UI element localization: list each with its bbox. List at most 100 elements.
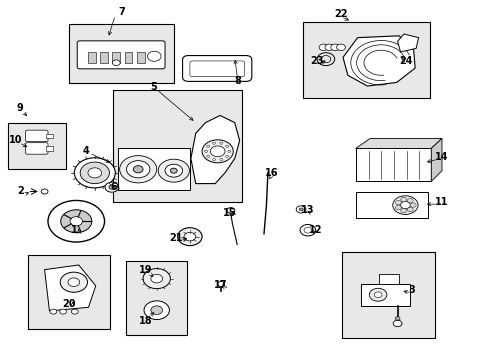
Text: 3: 3	[407, 285, 414, 296]
Bar	[100, 52, 108, 63]
Text: 2: 2	[17, 186, 23, 197]
Circle shape	[164, 164, 182, 177]
Circle shape	[183, 232, 195, 241]
Text: 9: 9	[17, 103, 23, 113]
Bar	[303, 22, 429, 98]
Bar	[137, 52, 144, 63]
Text: 22: 22	[334, 9, 347, 19]
Circle shape	[330, 44, 339, 50]
Circle shape	[325, 44, 333, 50]
Circle shape	[147, 51, 161, 61]
Circle shape	[170, 168, 177, 173]
Circle shape	[392, 320, 401, 327]
Bar	[118, 148, 189, 190]
Circle shape	[50, 309, 57, 314]
Circle shape	[151, 306, 162, 315]
Circle shape	[158, 159, 189, 182]
Polygon shape	[430, 138, 441, 181]
Bar	[378, 274, 398, 284]
Text: 18: 18	[139, 316, 153, 325]
Circle shape	[112, 60, 120, 66]
Text: 21: 21	[169, 233, 183, 243]
Text: 7: 7	[118, 7, 125, 17]
Text: 1: 1	[71, 225, 78, 235]
Circle shape	[400, 208, 406, 213]
FancyBboxPatch shape	[25, 143, 48, 154]
Polygon shape	[397, 34, 418, 52]
Circle shape	[41, 189, 48, 194]
Text: 8: 8	[234, 76, 241, 86]
Circle shape	[80, 162, 109, 184]
Circle shape	[299, 208, 303, 211]
Circle shape	[392, 196, 417, 215]
Circle shape	[400, 202, 409, 209]
Circle shape	[395, 201, 401, 205]
Polygon shape	[342, 36, 414, 86]
Bar	[88, 52, 96, 63]
Text: 20: 20	[62, 299, 76, 309]
Circle shape	[60, 309, 66, 314]
Circle shape	[68, 278, 80, 287]
Circle shape	[74, 158, 115, 188]
Text: 4: 4	[82, 145, 89, 156]
Circle shape	[368, 288, 386, 301]
Bar	[27, 255, 110, 329]
Circle shape	[61, 210, 92, 233]
Text: 14: 14	[434, 152, 448, 162]
Circle shape	[177, 228, 202, 246]
Circle shape	[336, 44, 345, 50]
Text: 10: 10	[9, 135, 22, 145]
Circle shape	[210, 146, 224, 157]
Bar	[355, 192, 427, 218]
Bar	[8, 123, 66, 169]
Text: 19: 19	[139, 265, 152, 275]
Bar	[112, 52, 120, 63]
Circle shape	[105, 182, 119, 192]
Text: 23: 23	[309, 56, 323, 66]
Polygon shape	[44, 265, 96, 311]
Bar	[341, 252, 434, 338]
Circle shape	[70, 217, 82, 226]
Circle shape	[109, 185, 115, 189]
Circle shape	[373, 292, 381, 298]
Text: 24: 24	[399, 56, 412, 66]
Circle shape	[126, 161, 150, 178]
Circle shape	[88, 168, 102, 178]
Bar	[113, 90, 242, 202]
Text: 12: 12	[308, 225, 321, 235]
Text: 15: 15	[223, 208, 236, 218]
Circle shape	[144, 301, 169, 319]
Circle shape	[394, 317, 399, 320]
Text: 17: 17	[214, 280, 227, 290]
Circle shape	[202, 140, 233, 163]
Bar	[355, 148, 430, 181]
Text: 6: 6	[110, 182, 117, 192]
FancyBboxPatch shape	[182, 55, 251, 81]
Circle shape	[143, 269, 170, 289]
Polygon shape	[190, 116, 239, 184]
Circle shape	[151, 274, 162, 283]
Text: 13: 13	[301, 206, 314, 216]
Bar	[124, 52, 132, 63]
Circle shape	[407, 207, 412, 212]
Circle shape	[60, 272, 87, 292]
Bar	[46, 146, 53, 150]
Circle shape	[409, 203, 415, 207]
Bar	[126, 261, 187, 335]
Circle shape	[48, 201, 104, 242]
Circle shape	[217, 282, 224, 287]
Bar	[69, 24, 173, 83]
Bar	[360, 284, 409, 306]
Circle shape	[395, 206, 401, 210]
Circle shape	[296, 206, 305, 213]
Circle shape	[120, 156, 157, 183]
Circle shape	[407, 198, 412, 203]
Circle shape	[319, 44, 327, 50]
Polygon shape	[355, 138, 441, 148]
Bar	[46, 134, 53, 138]
FancyBboxPatch shape	[77, 41, 164, 69]
Circle shape	[71, 309, 78, 314]
Text: 16: 16	[264, 168, 278, 178]
Text: 11: 11	[434, 197, 448, 207]
Circle shape	[133, 166, 143, 173]
